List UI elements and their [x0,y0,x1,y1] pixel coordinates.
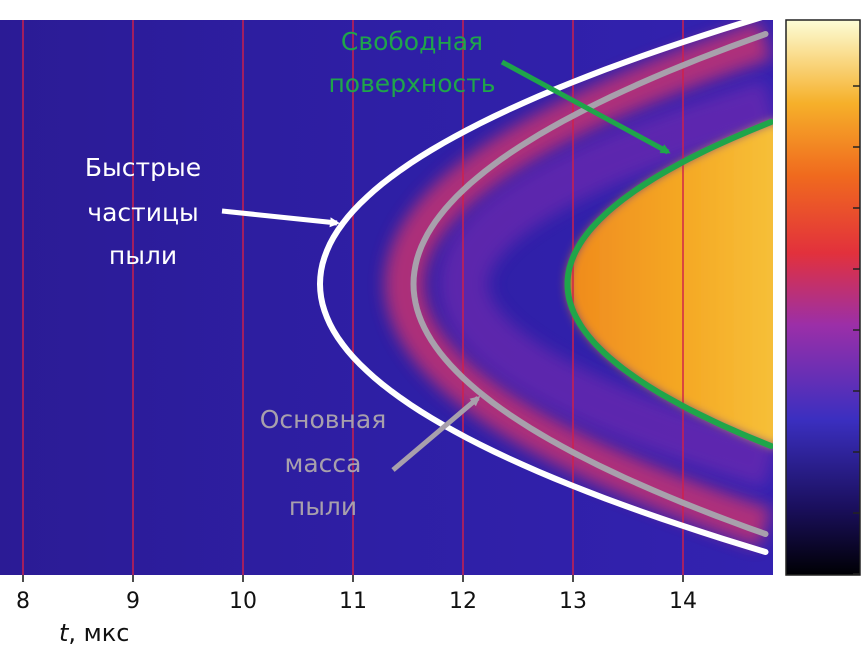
annotation-mass: Основная масса пыли [260,396,481,521]
annotation-fast-line2: частицы [87,198,198,227]
colorbar-ticks [853,85,860,575]
x-tick-label-13: 13 [559,589,587,614]
x-axis-label: t, мкс [59,619,129,647]
x-axis-variable: t [59,619,70,647]
colorbar-gradient [786,20,860,575]
dust-mass-curve [410,31,769,537]
x-tick-label-9: 9 [126,589,140,614]
x-tick-label-12: 12 [449,589,477,614]
annotation-surface-line2: поверхность [328,69,495,98]
colorbar-frame [785,19,861,576]
x-axis-ticks: 8 9 10 11 12 13 14 [16,575,697,614]
fast-particles-curve [316,20,769,555]
annotation-surface-line1: Свободная [341,27,483,56]
vertical-gridlines [22,20,684,575]
plot-area [0,20,773,575]
x-tick-label-11: 11 [339,589,367,614]
annotation-surface-arrow [500,59,671,155]
annotation-surface: Свободная поверхность [328,27,671,155]
x-tick-label-10: 10 [229,589,257,614]
annotation-fast-line3: пыли [109,241,177,270]
annotation-mass-line3: пыли [289,492,357,521]
annotation-mass-arrow [391,396,481,472]
annotation-fast: Быстрые частицы пыли [85,153,340,270]
x-axis-unit: , мкс [68,619,129,647]
x-tick-label-14: 14 [669,589,697,614]
annotation-mass-line2: масса [285,449,362,478]
annotation-fast-line1: Быстрые [85,153,201,182]
x-tick-label-8: 8 [16,589,30,614]
annotation-mass-line1: Основная [260,405,387,434]
free-surface-curve [564,119,773,449]
annotation-fast-arrow [221,208,340,228]
